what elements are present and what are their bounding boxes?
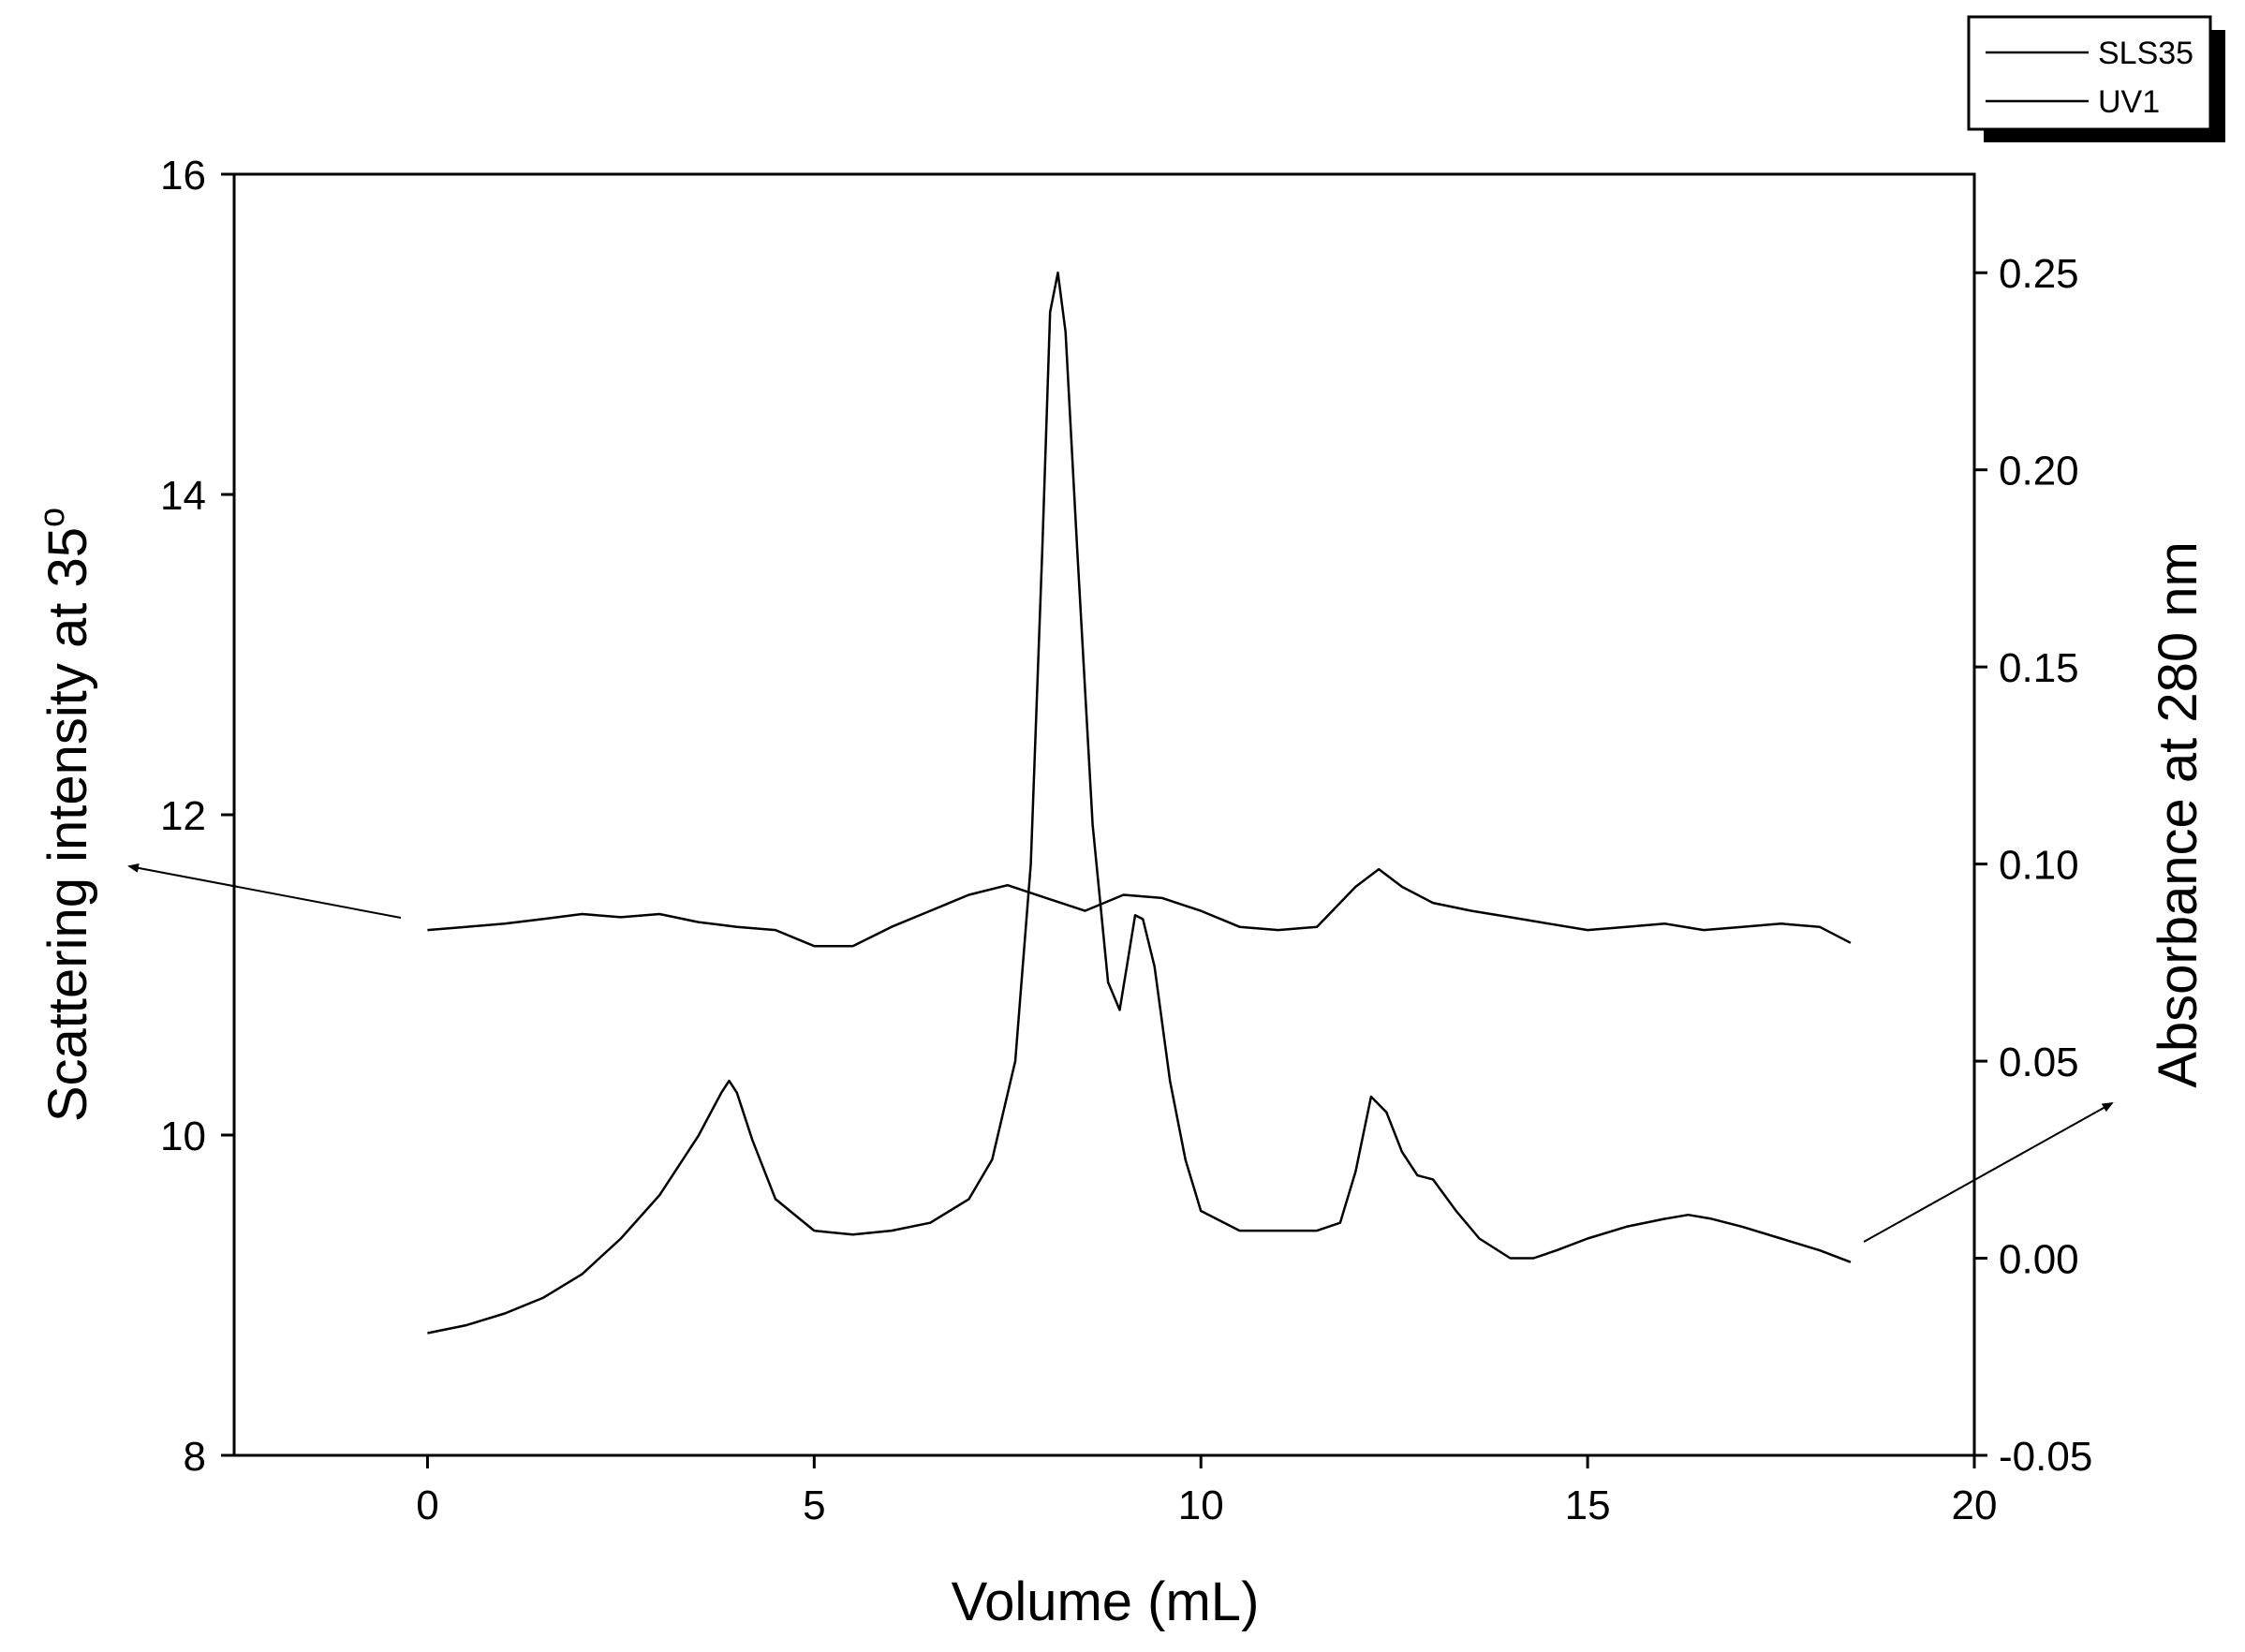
legend-label-sls35: SLS35 bbox=[2098, 36, 2193, 71]
y-right-tick-label: -0.05 bbox=[1999, 1434, 2092, 1480]
arrow-to-right-axis bbox=[1863, 1102, 2114, 1243]
y-axis-right: -0.05 0.00 0.05 0.10 0.15 0.20 0.25 bbox=[1974, 251, 2092, 1480]
x-tick-label: 10 bbox=[1178, 1482, 1224, 1528]
y-right-tick-label: 0.10 bbox=[1999, 843, 2079, 889]
legend: SLS35 UV1 bbox=[1967, 15, 2225, 142]
y-right-tick-label: 0.15 bbox=[1999, 645, 2079, 691]
y-axis-right-title: Absorbance at 280 nm bbox=[2148, 541, 2208, 1088]
y-left-tick-label: 8 bbox=[184, 1434, 206, 1480]
legend-label-uv1: UV1 bbox=[2098, 84, 2160, 120]
y-right-tick-label: 0.20 bbox=[1999, 449, 2079, 494]
y-axis-left-title-text: Scattering intensity at 35 bbox=[37, 527, 98, 1122]
series-layer bbox=[427, 271, 1852, 1335]
series-line-sls35 bbox=[427, 867, 1852, 948]
y-left-tick-label: 12 bbox=[160, 793, 206, 839]
x-tick-label: 0 bbox=[416, 1482, 438, 1528]
y-axis-left: 8 10 12 14 16 bbox=[160, 153, 234, 1480]
y-axis-left-title-superscript: o bbox=[33, 508, 72, 527]
x-tick-label: 5 bbox=[803, 1482, 825, 1528]
y-left-tick-label: 10 bbox=[160, 1114, 206, 1159]
series-line-uv1 bbox=[427, 271, 1852, 1335]
y-left-tick-label: 14 bbox=[160, 473, 206, 519]
x-axis: 0 5 10 15 20 bbox=[416, 1455, 1997, 1528]
y-axis-left-title: Scattering intensity at 35o bbox=[33, 508, 98, 1122]
legend-box bbox=[1967, 15, 2212, 131]
x-tick-label: 15 bbox=[1565, 1482, 1611, 1528]
y-right-tick-label: 0.25 bbox=[1999, 251, 2079, 297]
x-tick-label: 20 bbox=[1952, 1482, 1998, 1528]
x-axis-title: Volume (mL) bbox=[952, 1571, 1260, 1632]
y-left-tick-label: 16 bbox=[160, 153, 206, 199]
y-right-tick-label: 0.00 bbox=[1999, 1237, 2079, 1283]
arrow-to-left-axis bbox=[127, 863, 402, 919]
y-right-tick-label: 0.05 bbox=[1999, 1040, 2079, 1085]
